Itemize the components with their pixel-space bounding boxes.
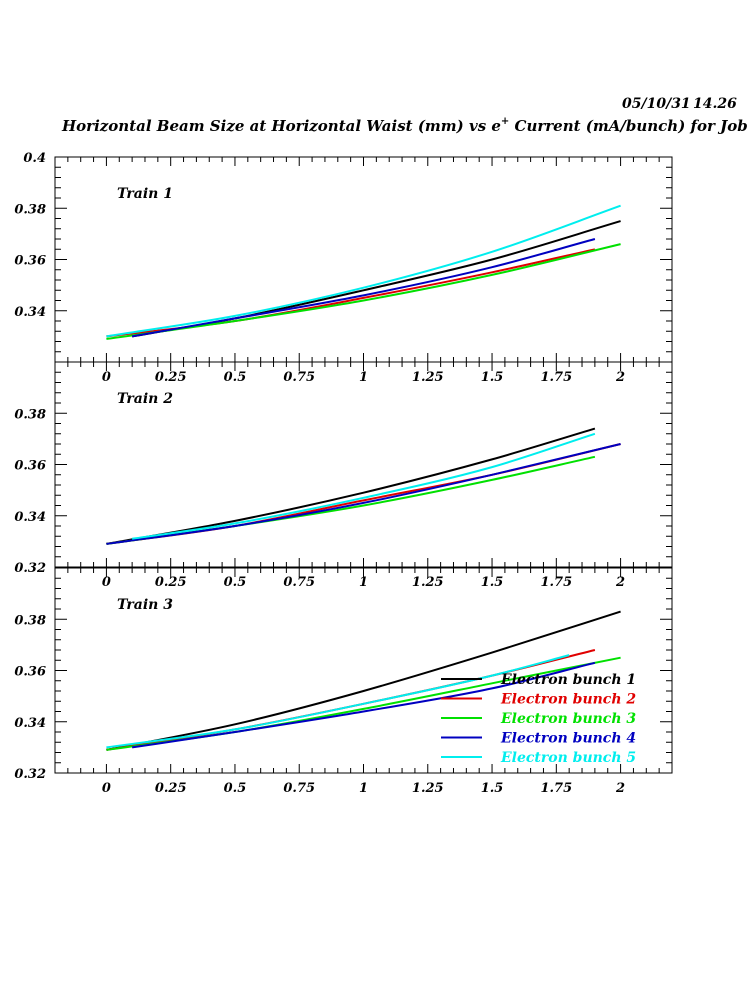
x-tick-label: 0.75: [283, 370, 315, 385]
y-tick-label: 0.32: [14, 767, 46, 782]
x-tick-label: 0.25: [155, 781, 187, 796]
x-tick-label: 0.75: [283, 575, 315, 590]
title-superscript: +: [501, 116, 509, 127]
x-tick-label: 2: [615, 575, 625, 590]
series-line: [131, 238, 596, 338]
x-tick-label: 2: [615, 781, 625, 796]
panel-label: Train 1: [117, 186, 173, 202]
x-tick-label: 0.25: [155, 575, 187, 590]
series-line: [106, 654, 570, 749]
y-tick-label: 0.4: [23, 151, 46, 166]
x-tick-label: 0: [102, 575, 111, 590]
legend-entry: Electron bunch 2: [500, 692, 636, 708]
time-stamp: 14.26: [693, 96, 737, 112]
x-tick-label: 1: [359, 781, 368, 796]
x-tick-label: 0.5: [224, 370, 247, 385]
panel-label: Train 3: [117, 597, 173, 613]
series-line: [131, 220, 621, 338]
title-rest: Current (mA/bunch) for Job: [509, 117, 747, 135]
title-main: Horizontal Beam Size at Horizontal Waist…: [61, 117, 501, 135]
x-tick-label: 0: [102, 781, 111, 796]
series-line: [106, 443, 621, 545]
y-tick-label: 0.38: [14, 202, 46, 217]
x-tick-label: 0.5: [224, 781, 247, 796]
x-tick-label: 1.75: [540, 781, 572, 796]
y-tick-label: 0.36: [14, 459, 46, 474]
x-tick-label: 2: [615, 370, 625, 385]
legend: Electron bunch 1 Electron bunch 2 Electron…: [441, 672, 636, 766]
legend-entry: Electron bunch 4: [500, 731, 636, 747]
legend-entry: Electron bunch 5: [500, 750, 636, 766]
x-tick-label: 1.75: [540, 370, 572, 385]
x-tick-label: 1: [359, 370, 368, 385]
panel-1: 0 0.25 0.5 0.75 1 1.25 1.5 1.75 2 0.34 0.36 0.38 0.4…: [14, 151, 673, 385]
x-tick-label: 0.25: [155, 370, 187, 385]
y-tick-label: 0.38: [14, 407, 46, 422]
x-tick-label: 0: [102, 370, 111, 385]
y-tick-label: 0.34: [14, 716, 46, 731]
series-line: [131, 661, 596, 749]
x-tick-label: 0.5: [224, 575, 247, 590]
series-line: [131, 432, 596, 540]
series-line: [106, 443, 621, 545]
date-stamp: 05/10/31: [622, 96, 691, 112]
x-tick-label: 0.75: [283, 781, 315, 796]
x-tick-label: 1.25: [412, 781, 444, 796]
panel-label: Train 2: [117, 391, 173, 407]
y-tick-label: 0.34: [14, 305, 46, 320]
series-line: [106, 243, 621, 340]
y-tick-label: 0.34: [14, 510, 46, 525]
y-tick-label: 0.32: [14, 561, 46, 576]
legend-entry: Electron bunch 1: [500, 672, 636, 688]
y-tick-label: 0.36: [14, 665, 46, 680]
chart-title: Horizontal Beam Size at Horizontal Waist…: [61, 116, 748, 135]
legend-entry: Electron bunch 3: [500, 711, 636, 727]
series-line: [106, 427, 596, 545]
x-tick-label: 1.25: [412, 575, 444, 590]
panels: 0 0.25 0.5 0.75 1 1.25 1.5 1.75 2 0.34 0.36 0.38 0.4…: [14, 151, 673, 796]
y-tick-label: 0.38: [14, 613, 46, 628]
x-tick-label: 1.5: [481, 781, 504, 796]
panel-2: 0 0.25 0.5 0.75 1 1.25 1.5 1.75 2 0.32 0.34 0.36 0.3…: [14, 361, 673, 590]
x-tick-label: 1.25: [412, 370, 444, 385]
panel-3: 0 0.25 0.5 0.75 1 1.25 1.5 1.75 2 0.32 0.34 0.36 0.3…: [14, 567, 673, 796]
series-line: [106, 204, 621, 338]
y-tick-label: 0.36: [14, 254, 46, 269]
series-line: [106, 610, 621, 751]
x-tick-label: 1.75: [540, 575, 572, 590]
x-tick-label: 1.5: [481, 575, 504, 590]
x-tick-label: 1.5: [481, 370, 504, 385]
x-tick-label: 1: [359, 575, 368, 590]
